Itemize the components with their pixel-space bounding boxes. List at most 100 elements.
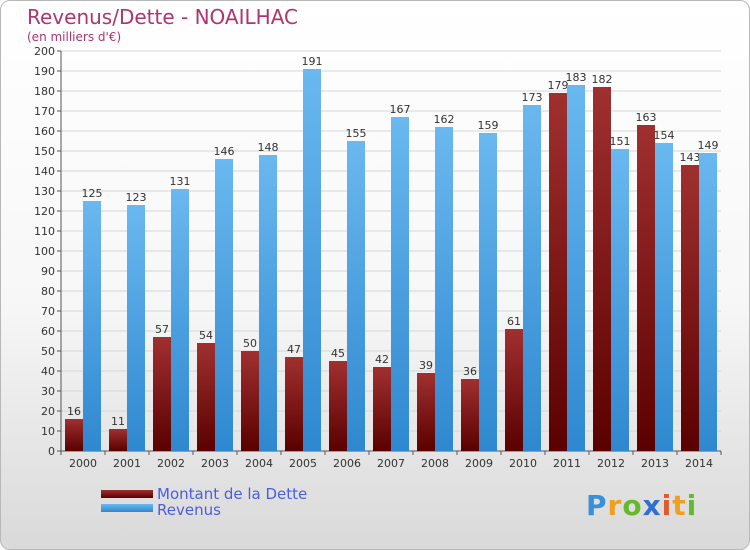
bar-dette <box>241 351 259 451</box>
y-tick-label: 40 <box>41 365 55 378</box>
data-label-dette: 182 <box>592 73 613 86</box>
logo-letter: i <box>686 489 698 522</box>
bar-revenus <box>435 127 453 451</box>
x-tick-label: 2010 <box>509 457 537 470</box>
y-tick-label: 130 <box>34 185 55 198</box>
logo-letter: r <box>607 489 623 522</box>
data-label-dette: 57 <box>155 323 169 336</box>
bar-dette <box>593 87 611 451</box>
bar-revenus <box>215 159 233 451</box>
data-label-dette: 42 <box>375 353 389 366</box>
bar-dette <box>329 361 347 451</box>
x-tick-label: 2005 <box>289 457 317 470</box>
bar-revenus <box>611 149 629 451</box>
data-label-dette: 36 <box>463 365 477 378</box>
bar-revenus <box>127 205 145 451</box>
y-tick-label: 50 <box>41 345 55 358</box>
bar-dette <box>109 429 127 451</box>
x-tick-label: 2002 <box>157 457 185 470</box>
data-label-dette: 143 <box>680 151 701 164</box>
x-tick-label: 2011 <box>553 457 581 470</box>
bar-revenus <box>303 69 321 451</box>
y-tick-label: 90 <box>41 265 55 278</box>
y-tick-label: 60 <box>41 325 55 338</box>
bar-dette <box>637 125 655 451</box>
y-tick-label: 170 <box>34 105 55 118</box>
data-label-revenus: 151 <box>610 135 631 148</box>
logo-letter: o <box>622 489 643 522</box>
data-label-revenus: 131 <box>170 175 191 188</box>
x-tick-label: 2006 <box>333 457 361 470</box>
data-label-dette: 179 <box>548 79 569 92</box>
bar-revenus <box>655 143 673 451</box>
data-label-dette: 16 <box>67 405 81 418</box>
bar-dette <box>461 379 479 451</box>
bar-revenus <box>259 155 277 451</box>
data-label-revenus: 173 <box>522 91 543 104</box>
y-tick-label: 70 <box>41 305 55 318</box>
data-label-revenus: 125 <box>82 187 103 200</box>
x-tick-label: 2012 <box>597 457 625 470</box>
logo-letter: t <box>672 489 687 522</box>
legend-swatch-dette <box>101 490 153 498</box>
bar-revenus <box>171 189 189 451</box>
logo-letter: i <box>661 489 673 522</box>
data-label-dette: 61 <box>507 315 521 328</box>
bar-revenus <box>523 105 541 451</box>
bar-revenus <box>479 133 497 451</box>
x-tick-label: 2003 <box>201 457 229 470</box>
y-tick-label: 200 <box>34 45 55 58</box>
data-label-revenus: 159 <box>478 119 499 132</box>
bar-revenus <box>347 141 365 451</box>
y-tick-label: 0 <box>48 445 55 458</box>
y-tick-label: 20 <box>41 405 55 418</box>
data-label-dette: 47 <box>287 343 301 356</box>
y-tick-label: 10 <box>41 425 55 438</box>
legend-label-dette: Montant de la Dette <box>157 485 308 503</box>
y-tick-label: 180 <box>34 85 55 98</box>
bar-revenus <box>83 201 101 451</box>
bar-revenus <box>567 85 585 451</box>
x-tick-label: 2009 <box>465 457 493 470</box>
data-label-revenus: 155 <box>346 127 367 140</box>
x-tick-label: 2007 <box>377 457 405 470</box>
bar-dette <box>373 367 391 451</box>
data-label-revenus: 154 <box>654 129 675 142</box>
data-label-dette: 54 <box>199 329 213 342</box>
data-label-revenus: 167 <box>390 103 411 116</box>
chart-title: Revenus/Dette - NOAILHAC <box>27 5 298 29</box>
x-tick-label: 2001 <box>113 457 141 470</box>
logo-letter: x <box>642 489 662 522</box>
bar-revenus <box>391 117 409 451</box>
y-tick-label: 110 <box>34 225 55 238</box>
legend-label-revenus: Revenus <box>157 501 221 519</box>
proxiti-logo: Proxiti <box>586 489 697 522</box>
chart-subtitle: (en milliers d'€) <box>27 30 122 44</box>
y-tick-label: 30 <box>41 385 55 398</box>
data-label-revenus: 191 <box>302 55 323 68</box>
bar-dette <box>153 337 171 451</box>
data-label-revenus: 148 <box>258 141 279 154</box>
data-label-dette: 39 <box>419 359 433 372</box>
y-tick-label: 120 <box>34 205 55 218</box>
bar-dette <box>285 357 303 451</box>
bar-dette <box>197 343 215 451</box>
data-label-dette: 11 <box>111 415 125 428</box>
bar-dette <box>505 329 523 451</box>
bar-dette <box>65 419 83 451</box>
data-label-revenus: 123 <box>126 191 147 204</box>
data-label-dette: 50 <box>243 337 257 350</box>
bar-dette <box>417 373 435 451</box>
data-label-revenus: 149 <box>698 139 719 152</box>
x-tick-label: 2014 <box>685 457 713 470</box>
y-tick-label: 100 <box>34 245 55 258</box>
bar-dette <box>549 93 567 451</box>
y-tick-label: 80 <box>41 285 55 298</box>
y-tick-label: 150 <box>34 145 55 158</box>
bar-revenus <box>699 153 717 451</box>
data-label-revenus: 146 <box>214 145 235 158</box>
data-label-dette: 163 <box>636 111 657 124</box>
data-label-revenus: 183 <box>566 71 587 84</box>
